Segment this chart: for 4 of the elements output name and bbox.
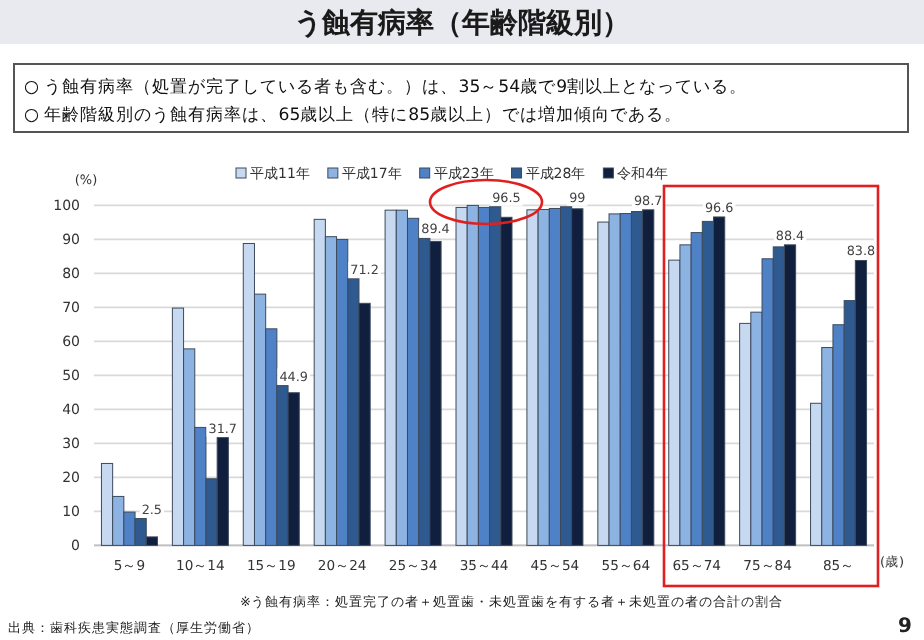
chart-title: う蝕有病率（年齢階級別） bbox=[294, 6, 630, 40]
text: 9 bbox=[898, 616, 913, 638]
text: ○ う蝕有病率（処置が完了している者も含む。）は、35～54歳で9割以上となっている。 bbox=[24, 76, 748, 98]
text: ○ 年齢階級別のう蝕有病率は、65歳以上（特に85歳以上）では増加傾向である。 bbox=[24, 104, 683, 126]
